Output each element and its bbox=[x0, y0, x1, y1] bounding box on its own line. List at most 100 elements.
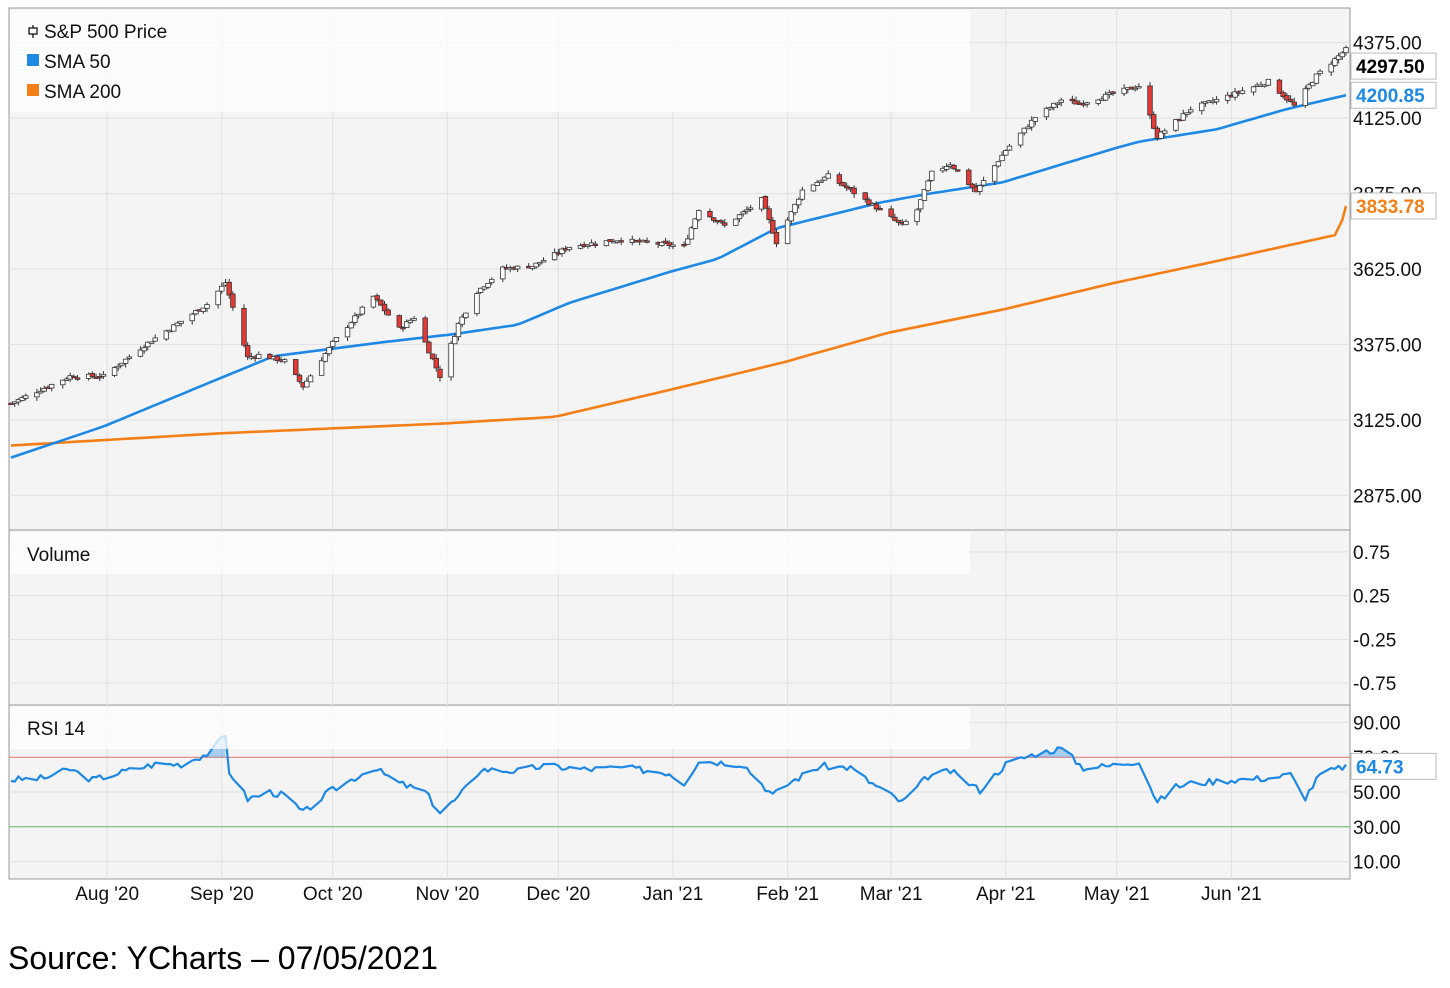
candle bbox=[1187, 106, 1194, 115]
candle-body bbox=[385, 309, 391, 316]
candle-body bbox=[818, 180, 824, 183]
candle-body bbox=[1069, 98, 1076, 102]
candle-body bbox=[256, 353, 262, 359]
candle bbox=[1280, 90, 1286, 99]
candle bbox=[385, 308, 391, 316]
candle bbox=[1132, 85, 1138, 92]
last-sma200-badge: 3833.78 bbox=[1350, 192, 1437, 220]
candle bbox=[152, 334, 158, 342]
candle bbox=[359, 305, 366, 316]
candle-body bbox=[696, 210, 702, 221]
candle-body bbox=[1239, 90, 1246, 94]
candle-body bbox=[840, 182, 846, 187]
x-tick-label: Jun '21 bbox=[1201, 884, 1262, 905]
candle bbox=[474, 291, 480, 316]
candle-body bbox=[692, 218, 698, 229]
candle bbox=[951, 163, 957, 170]
candle-body bbox=[1287, 98, 1294, 102]
candle-body bbox=[773, 231, 780, 245]
price-y-tick-label: 4375.00 bbox=[1353, 34, 1422, 55]
candle bbox=[1032, 117, 1039, 126]
candle-body bbox=[799, 189, 806, 200]
candle bbox=[304, 377, 310, 388]
candle bbox=[145, 341, 151, 351]
candle-body bbox=[903, 220, 909, 226]
candle bbox=[189, 312, 195, 325]
sma50-square-icon bbox=[27, 54, 39, 66]
candle-body bbox=[19, 397, 25, 401]
candle-body bbox=[966, 169, 972, 186]
rsi-y-tick-label: 90.00 bbox=[1353, 713, 1401, 734]
candle bbox=[378, 299, 384, 306]
candle-body bbox=[437, 368, 443, 378]
candle bbox=[19, 395, 25, 402]
candle-body bbox=[307, 375, 314, 383]
candle-body bbox=[718, 220, 724, 223]
candle-body bbox=[1280, 92, 1286, 98]
candle bbox=[100, 371, 107, 379]
candle-body bbox=[918, 199, 924, 210]
candle-body bbox=[1187, 109, 1194, 113]
candle-body bbox=[370, 295, 377, 308]
candle bbox=[477, 287, 484, 294]
sma-200-series bbox=[10, 205, 1348, 447]
candle-body bbox=[178, 320, 184, 324]
candle bbox=[999, 151, 1005, 162]
candle-body bbox=[533, 262, 539, 268]
candle bbox=[1313, 73, 1320, 85]
candle-body bbox=[685, 238, 691, 245]
candle bbox=[1224, 91, 1231, 104]
candle bbox=[866, 197, 872, 207]
last-rsi-badge-box bbox=[1350, 752, 1437, 780]
candle bbox=[148, 341, 155, 344]
candle bbox=[296, 373, 303, 384]
x-tick-label: Aug '20 bbox=[75, 884, 139, 905]
candle bbox=[707, 208, 713, 218]
candle bbox=[1291, 97, 1297, 108]
candle bbox=[119, 362, 125, 367]
candle-body bbox=[89, 372, 96, 377]
candle-body bbox=[999, 154, 1005, 162]
candle bbox=[1213, 96, 1220, 105]
candle bbox=[925, 179, 931, 192]
candle-body bbox=[662, 240, 669, 244]
candle bbox=[540, 257, 547, 263]
candle-body bbox=[452, 335, 458, 345]
candle-body bbox=[766, 208, 772, 221]
volume-legend-box bbox=[10, 532, 970, 574]
candle bbox=[370, 295, 377, 309]
legend-item-price: S&P 500 Price bbox=[28, 22, 167, 43]
candle-body bbox=[929, 170, 935, 181]
rsi-y-tick-label: 30.00 bbox=[1353, 818, 1401, 839]
candle bbox=[8, 402, 14, 406]
candle bbox=[352, 312, 358, 326]
candle bbox=[1136, 83, 1142, 89]
candle-body bbox=[888, 208, 894, 217]
candle-body bbox=[1017, 132, 1024, 146]
candle-body bbox=[747, 207, 754, 210]
candle bbox=[429, 353, 436, 361]
candle bbox=[851, 185, 857, 198]
candle bbox=[463, 312, 469, 320]
candle bbox=[1151, 111, 1157, 130]
candle bbox=[710, 217, 717, 223]
candle-body bbox=[585, 244, 591, 247]
candle bbox=[1232, 87, 1238, 101]
candle-body bbox=[618, 240, 624, 243]
candle-body bbox=[37, 390, 44, 394]
candle-body bbox=[825, 173, 831, 179]
candle-body bbox=[378, 299, 384, 306]
candle bbox=[514, 265, 521, 272]
volume-y-tick-label: -0.75 bbox=[1353, 674, 1396, 695]
candle-body bbox=[1317, 70, 1323, 74]
candle-body bbox=[603, 240, 610, 247]
candle bbox=[500, 265, 506, 283]
candle-body bbox=[1003, 150, 1009, 156]
candle bbox=[293, 359, 299, 376]
candle-body bbox=[122, 358, 129, 364]
candle-body bbox=[666, 242, 672, 246]
candle-body bbox=[244, 345, 251, 358]
candle-body bbox=[770, 219, 776, 234]
candle bbox=[322, 352, 329, 363]
candle bbox=[747, 204, 754, 212]
